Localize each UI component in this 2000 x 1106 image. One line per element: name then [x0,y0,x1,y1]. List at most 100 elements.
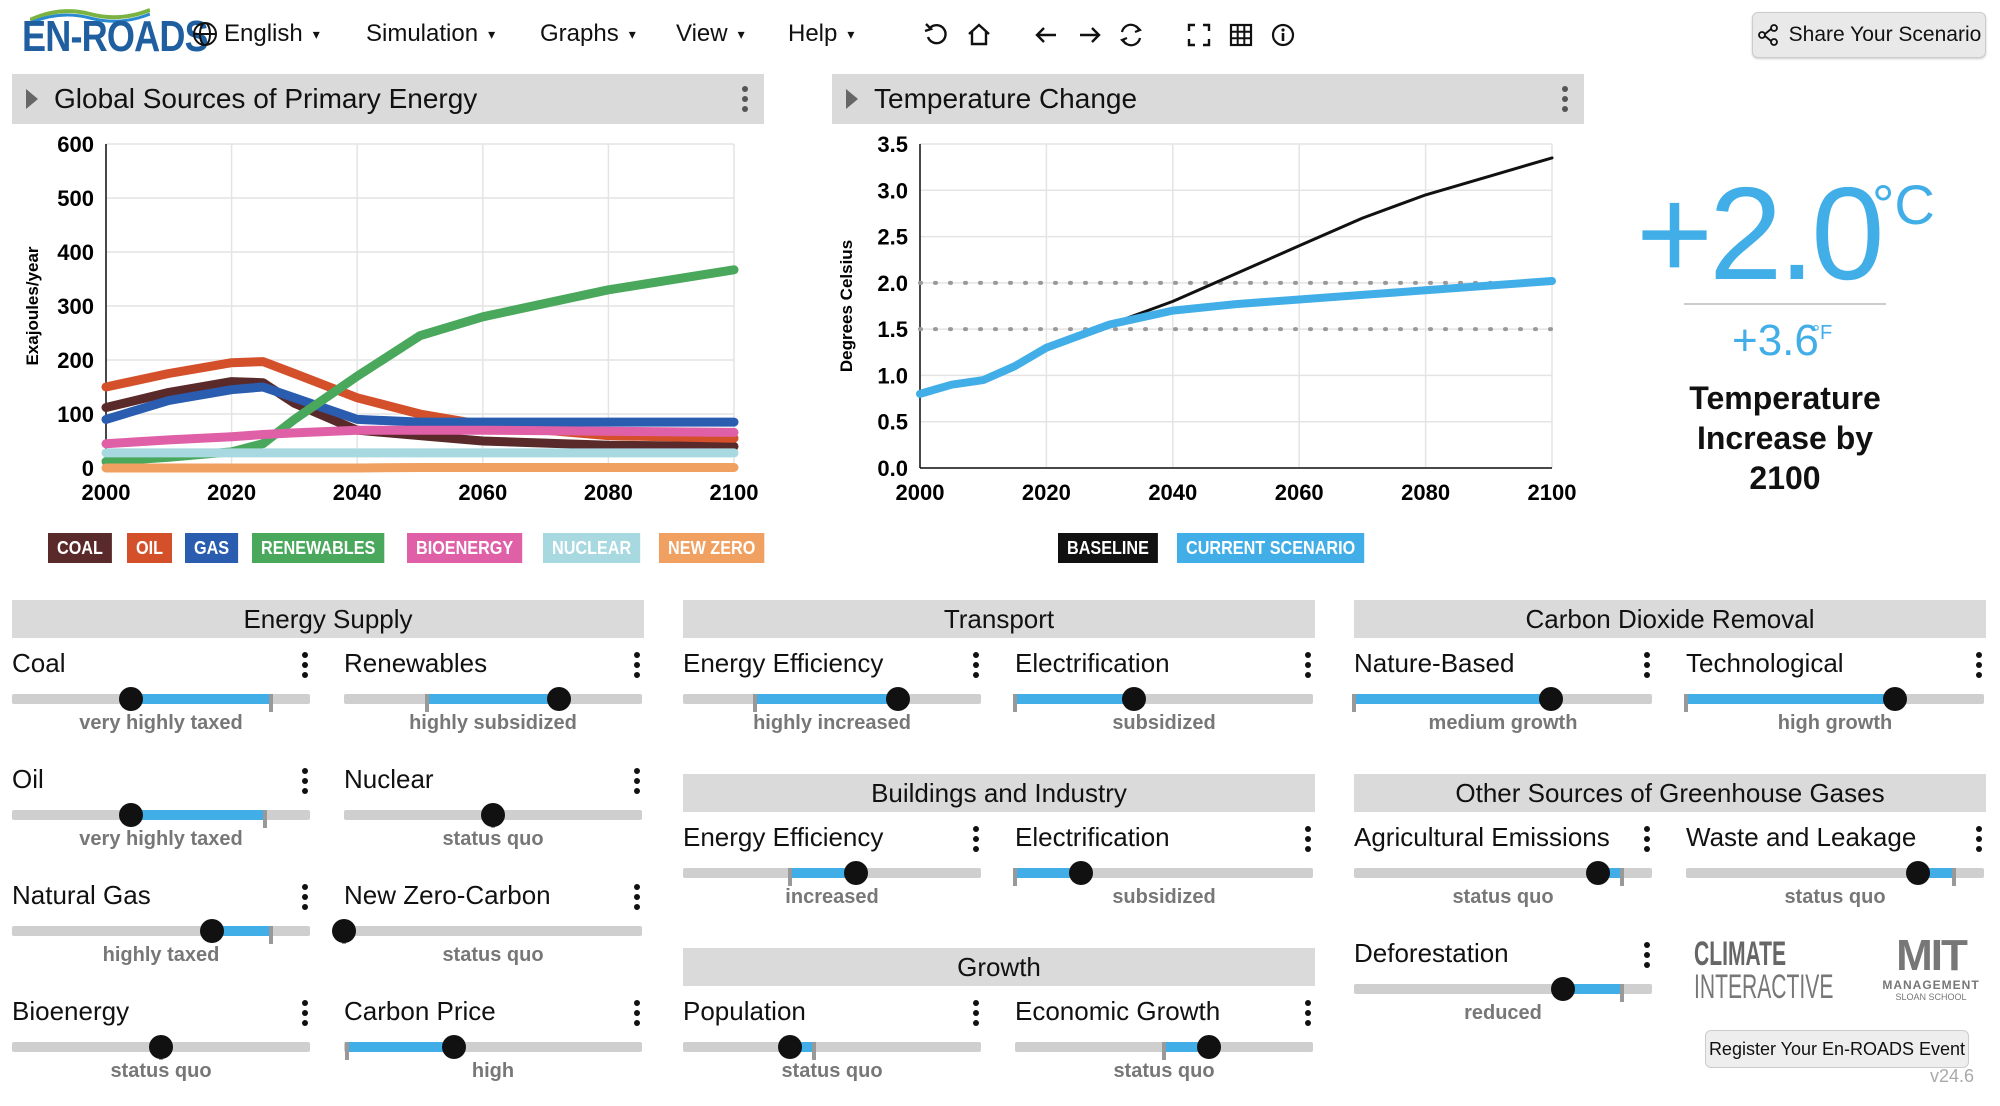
climate-interactive-logo[interactable]: CLIMATE INTERACTIVE [1694,937,1834,1008]
slider-track[interactable] [344,1042,642,1052]
slider-handle[interactable] [442,1035,467,1059]
slider-renewables[interactable]: Renewables highly subsidized [344,648,642,758]
slider-coal[interactable]: Coal very highly taxed [12,648,310,758]
slider-handle[interactable] [843,861,868,885]
slider-track[interactable] [344,926,642,936]
legend-oil[interactable]: OIL [127,533,172,563]
info-icon[interactable] [1268,20,1298,50]
more-vertical-icon[interactable] [1976,826,1982,852]
table-icon[interactable] [1226,20,1256,50]
slider-b_elec[interactable]: Electrification subsidized [1013,822,1313,932]
slider-handle[interactable] [885,687,910,711]
slider-track[interactable] [1354,984,1652,994]
register-event-button[interactable]: Register Your En-ROADS Event [1705,1030,1969,1068]
expand-triangle-icon[interactable] [26,89,38,109]
forward-arrow-icon[interactable] [1074,20,1104,50]
slider-handle[interactable] [119,803,144,827]
legend-nuclear[interactable]: NUCLEAR [543,533,641,563]
slider-track[interactable] [1686,868,1984,878]
more-vertical-icon[interactable] [302,884,308,910]
share-scenario-button[interactable]: Share Your Scenario [1752,12,1986,58]
slider-track[interactable] [683,1042,981,1052]
more-vertical-icon[interactable] [1644,826,1650,852]
slider-newzero[interactable]: New Zero-Carbon status quo [332,880,642,990]
legend-new-zero[interactable]: NEW ZERO [659,533,765,563]
slider-nature[interactable]: Nature-Based medium growth [1352,648,1652,758]
slider-handle[interactable] [199,919,224,943]
fullscreen-icon[interactable] [1184,20,1214,50]
more-vertical-icon[interactable] [302,1000,308,1026]
more-vertical-icon[interactable] [1562,86,1568,112]
swap-icon[interactable] [1116,20,1146,50]
slider-track[interactable] [1015,694,1313,704]
slider-handle[interactable] [1196,1035,1221,1059]
more-vertical-icon[interactable] [1644,942,1650,968]
energy-chart-header[interactable]: Global Sources of Primary Energy [12,74,764,124]
slider-handle[interactable] [1906,861,1931,885]
graphs-menu[interactable]: Graphs ▾ [540,20,636,48]
more-vertical-icon[interactable] [1644,652,1650,678]
legend-bioenergy[interactable]: BIOENERGY [407,533,523,563]
more-vertical-icon[interactable] [302,652,308,678]
slider-tech[interactable]: Technological high growth [1684,648,1984,758]
slider-handle[interactable] [778,1035,803,1059]
slider-handle[interactable] [1882,687,1907,711]
more-vertical-icon[interactable] [973,1000,979,1026]
more-vertical-icon[interactable] [1305,1000,1311,1026]
more-vertical-icon[interactable] [1305,826,1311,852]
slider-econ[interactable]: Economic Growth status quo [1015,996,1313,1106]
more-vertical-icon[interactable] [634,884,640,910]
more-vertical-icon[interactable] [973,652,979,678]
slider-bio[interactable]: Bioenergy status quo [12,996,310,1106]
slider-handle[interactable] [1068,861,1093,885]
slider-b_eff[interactable]: Energy Efficiency increased [683,822,981,932]
slider-track[interactable] [1354,868,1652,878]
more-vertical-icon[interactable] [973,826,979,852]
back-arrow-icon[interactable] [1032,20,1062,50]
slider-t_elec[interactable]: Electrification subsidized [1013,648,1313,758]
legend-gas[interactable]: GAS [185,533,239,563]
app-logo[interactable]: EN-ROADS [22,12,209,61]
home-icon[interactable] [964,20,994,50]
slider-handle[interactable] [1122,687,1147,711]
more-vertical-icon[interactable] [634,768,640,794]
slider-handle[interactable] [1538,687,1563,711]
more-vertical-icon[interactable] [742,86,748,112]
slider-defor[interactable]: Deforestation reduced [1354,938,1652,1048]
slider-handle[interactable] [481,803,505,827]
slider-track[interactable] [12,926,310,936]
legend-baseline[interactable]: BASELINE [1058,533,1158,563]
legend-coal[interactable]: COAL [48,533,112,563]
slider-t_eff[interactable]: Energy Efficiency highly increased [683,648,981,758]
slider-waste[interactable]: Waste and Leakage status quo [1686,822,1984,932]
slider-carbonprice[interactable]: Carbon Price high [344,996,642,1106]
slider-handle[interactable] [1550,977,1575,1001]
slider-handle[interactable] [332,919,356,943]
legend-renewables[interactable]: RENEWABLES [252,533,385,563]
fahrenheit-unit: °F [1812,322,1833,344]
undo-icon[interactable] [922,20,952,50]
more-vertical-icon[interactable] [1305,652,1311,678]
expand-triangle-icon[interactable] [846,89,858,109]
simulation-menu[interactable]: Simulation ▾ [366,20,495,48]
slider-handle[interactable] [149,1035,173,1059]
temperature-chart-header[interactable]: Temperature Change [832,74,1584,124]
slider-track[interactable] [1015,868,1313,878]
more-vertical-icon[interactable] [634,1000,640,1026]
mit-sloan-logo[interactable]: MIT MANAGEMENT SLOAN SCHOOL [1876,934,1986,1004]
help-menu[interactable]: Help ▾ [788,20,854,48]
language-menu[interactable]: English ▾ [192,20,320,48]
slider-handle[interactable] [546,687,571,711]
slider-handle[interactable] [1586,861,1611,885]
more-vertical-icon[interactable] [634,652,640,678]
slider-agri[interactable]: Agricultural Emissions status quo [1354,822,1652,932]
more-vertical-icon[interactable] [302,768,308,794]
more-vertical-icon[interactable] [1976,652,1982,678]
view-menu[interactable]: View ▾ [676,20,745,48]
slider-handle[interactable] [119,687,144,711]
slider-nuclear[interactable]: Nuclear status quo [344,764,642,874]
slider-gas[interactable]: Natural Gas highly taxed [12,880,310,990]
slider-pop[interactable]: Population status quo [683,996,981,1106]
slider-oil[interactable]: Oil very highly taxed [12,764,310,874]
legend-current-scenario[interactable]: CURRENT SCENARIO [1177,533,1365,563]
